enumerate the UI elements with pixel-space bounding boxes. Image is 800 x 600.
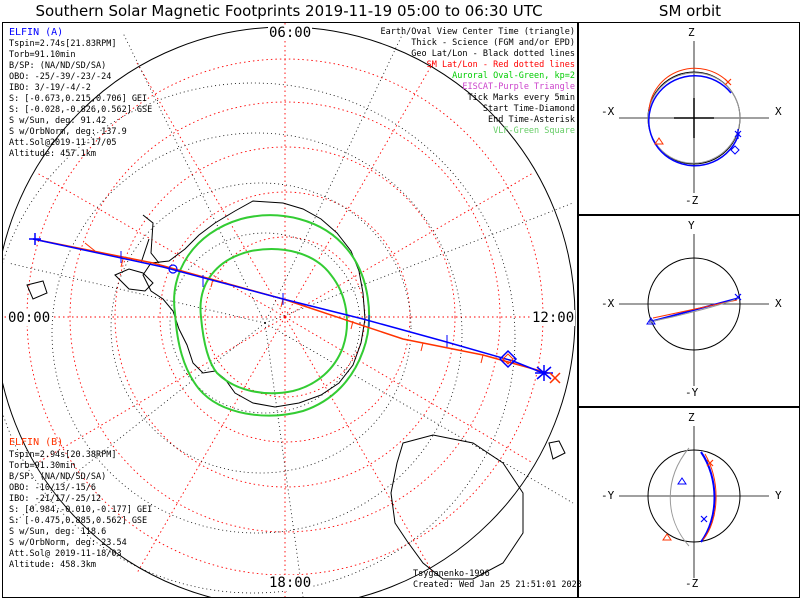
sat-a-info-line: S: [-0.673,0.215,0.706] GEI <box>9 94 148 104</box>
legend-entry: End Time-Asterisk <box>488 115 575 125</box>
hour-label-left: 00:00 <box>7 310 52 326</box>
axis-label-top: Y <box>688 219 695 232</box>
created-timestamp: Created: Wed Jan 25 21:51:01 2023 <box>413 580 582 590</box>
axis-label-bottom: -Z <box>685 194 699 207</box>
axis-label-bottom: -Y <box>685 386 699 399</box>
hour-label-right: 12:00 <box>531 310 576 326</box>
sat-a-info-line: OBO: -25/-39/-23/-24 <box>9 72 112 82</box>
footprint-map-svg <box>3 23 577 597</box>
hour-label-top: 06:00 <box>268 25 313 41</box>
legend: Earth/Oval View Center Time (triangle) Th… <box>381 27 575 137</box>
coastlines <box>26 200 566 580</box>
sat-a-info-line: S: [-0.028,-0.826,0.562] GSE <box>9 105 153 115</box>
hour-label-bottom: 18:00 <box>268 575 313 591</box>
sat-b-info: Tspin=2.94s[20.38RPM] Torb=91.30min B/SP: … <box>9 450 152 571</box>
sat-a-info-line: Torb=91.10min <box>9 50 76 60</box>
sat-b-info-line: Tspin=2.94s[20.38RPM] <box>9 450 117 460</box>
start-diamond <box>498 349 518 369</box>
sat-b-info-line: Torb=91.30min <box>9 461 76 471</box>
legend-entry: Tick Marks every 5min <box>467 93 575 103</box>
orbit-panel-yz: Z -Z -Y Y <box>578 407 800 598</box>
axis-label-top: Z <box>688 26 695 39</box>
axis-label-right: Y <box>775 489 782 502</box>
track-a <box>32 238 544 374</box>
legend-entry: Start Time-Diamond <box>482 104 575 114</box>
sat-a-name: ELFIN (A) <box>9 27 64 38</box>
sat-a-info-line: Att.Sol@2019-11-17/05 <box>9 138 117 148</box>
sat-b-info-line: S w/OrbNorm, deg: 23.54 <box>9 538 127 548</box>
axis-label-left: -X <box>601 105 615 118</box>
legend-entry: Earth/Oval View Center Time (triangle) <box>380 27 575 37</box>
sat-b-info-line: S: [0.984,-0.010,-0.177] GEI <box>9 505 153 515</box>
axis-label-bottom: -Z <box>685 577 699 590</box>
orbit-title: SM orbit <box>658 2 722 20</box>
sat-b-info-line: Altitude: 458.3km <box>9 560 96 570</box>
sat-a-info-line: Tspin=2.74s[21.83RPM] <box>9 39 117 49</box>
axis-label-right: X <box>775 105 782 118</box>
sat-b-info-line: S: [-0.475,0.885,0.562] GSE <box>9 516 148 526</box>
sat-a-info-line: B/SP: (NA/ND/SD/SA) <box>9 61 107 71</box>
legend-entry: EISCAT-Purple Triangle <box>462 82 575 92</box>
sat-b-info-line: S w/Sun, deg: 118.6 <box>9 527 107 537</box>
legend-entry: SM Lat/Lon - Red dotted lines <box>426 60 575 70</box>
sat-a-info-line: IBO: 3/-19/-4/-2 <box>9 83 91 93</box>
sat-a-info: Tspin=2.74s[21.83RPM] Torb=91.10min B/SP: … <box>9 39 152 160</box>
orbit-panel-xz: Z -Z -X X <box>578 22 800 215</box>
sat-a-info-line: S w/Sun, deg: 91.42 <box>9 116 107 126</box>
orbit-panel-xy: Y -Y -X X <box>578 215 800 407</box>
track-b <box>32 238 549 374</box>
sat-b-info-line: Att.Sol@ 2019-11-18/03 <box>9 549 122 559</box>
end-asterisk <box>535 365 561 384</box>
legend-entry: VLF-Green Square <box>493 126 575 136</box>
auroral-ovals <box>173 214 371 417</box>
model-credit: Tsyganenko-1996 <box>413 569 490 579</box>
sat-a-info-line: Altitude: 457.1km <box>9 149 96 159</box>
axis-label-left: -X <box>601 297 615 310</box>
axis-label-top: Z <box>688 411 695 424</box>
footprint-map: 06:00 00:00 12:00 18:00 ELFIN (A) Tspin=… <box>2 22 582 598</box>
oval-view-marker <box>168 264 178 274</box>
sat-b-info-line: OBO: -10/13/-15/6 <box>9 483 96 493</box>
legend-entry: Auroral Oval-Green, kp=2 <box>452 71 575 81</box>
sat-b-info-line: B/SP: (NA/ND/SD/SA) <box>9 472 107 482</box>
sat-b-name: ELFIN (B) <box>9 437 64 448</box>
geo-grid <box>3 32 574 597</box>
sat-b-info-line: IBO: -21/17/-25/12 <box>9 494 102 504</box>
axis-label-right: X <box>775 297 782 310</box>
sat-a-info-line: S w/OrbNorm, deg: 137.9 <box>9 127 127 137</box>
legend-entry: Geo Lat/Lon - Black dotted lines <box>411 49 575 59</box>
track-start-marker <box>29 233 41 245</box>
legend-entry: Thick - Science (FGM and/or EPD) <box>411 38 575 48</box>
plot-title: Southern Solar Magnetic Footprints 2019-… <box>35 2 543 20</box>
axis-label-left: -Y <box>601 489 615 502</box>
